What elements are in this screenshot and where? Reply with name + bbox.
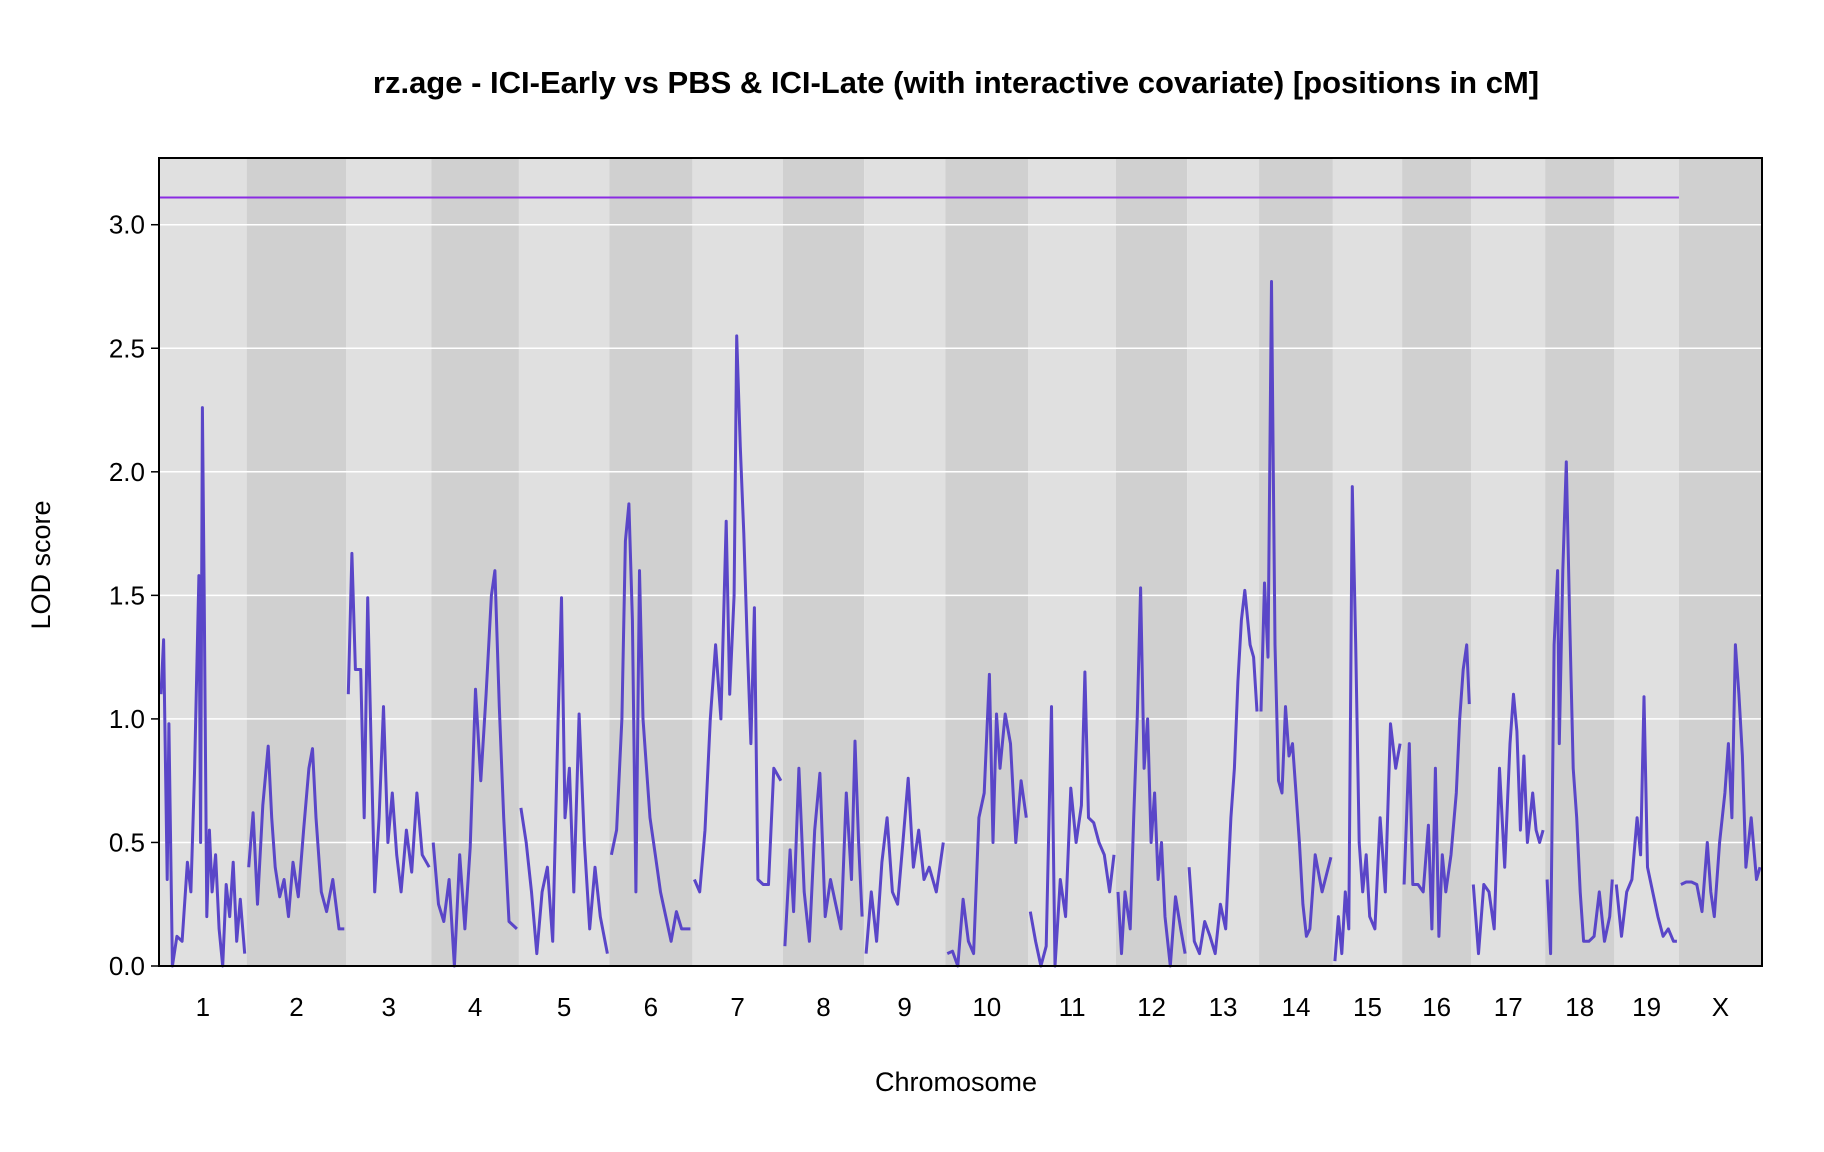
chromosome-band-17 [1471,158,1546,966]
x-tick-label-x: X [1712,992,1729,1022]
chromosome-band-11 [1028,158,1117,966]
x-tick-label-19: 19 [1632,992,1661,1022]
x-tick-label-4: 4 [468,992,482,1022]
x-tick-label-13: 13 [1209,992,1238,1022]
y-tick-label: 2.5 [109,333,145,363]
chromosome-band-7 [692,158,783,966]
lod-curve-chr17 [1471,692,1545,956]
x-tick-label-10: 10 [972,992,1001,1022]
x-tick-label-11: 11 [1059,992,1086,1022]
chart-title: rz.age - ICI-Early vs PBS & ICI-Late (wi… [373,65,1539,100]
x-tick-label-14: 14 [1281,992,1310,1022]
chromosome-band-13 [1187,158,1260,966]
x-tick-label-16: 16 [1422,992,1451,1022]
chromosome-band-15 [1332,158,1403,966]
x-tick-label-5: 5 [557,992,571,1022]
lod-curve-chr14 [1259,280,1333,938]
x-tick-label-17: 17 [1494,992,1523,1022]
chromosome-band-5 [518,158,610,966]
lod-curve-chr2 [247,744,345,931]
chromosome-bands [159,158,1762,966]
y-tick-label: 2.0 [109,457,145,487]
lod-curve-chr9 [864,776,945,954]
chromosome-band-12 [1116,158,1188,966]
lod-curve-chr7 [693,334,783,894]
lod-curve-chr18 [1545,460,1614,956]
lod-curve-chr3 [346,551,431,894]
x-tick-label-6: 6 [644,992,658,1022]
y-tick-label: 0.0 [109,951,145,981]
chromosome-band-10 [945,158,1029,966]
x-axis: 1 2 3 4 5 6 7 8 9 10 11 12 13 14 15 16 17 18 19 X [196,992,1730,1022]
y-axis-label: LOD score [26,500,56,629]
lod-curve-chr10 [946,672,1028,968]
lod-curve-chr8 [783,739,864,947]
x-tick-label-8: 8 [816,992,830,1022]
x-tick-label-15: 15 [1353,992,1382,1022]
plot-frame [158,157,1763,967]
x-tick-label-7: 7 [730,992,744,1022]
lod-curve-chr4 [431,569,518,968]
lod-curve-chr16 [1402,643,1471,938]
lod-curve-chr13 [1187,588,1259,956]
lod-curve-chr12 [1116,586,1187,968]
y-axis: 0.0 0.5 1.0 1.5 2.0 2.5 3.0 [109,210,159,981]
x-tick-label-1: 1 [196,992,210,1022]
x-tick-label-3: 3 [382,992,396,1022]
lod-curve-chr6 [609,502,691,943]
lod-curves [159,280,1762,968]
lod-curve-chr15 [1333,485,1402,962]
y-tick-label: 1.5 [109,580,145,610]
chromosome-band-18 [1545,158,1615,966]
lod-curve-chr1 [159,406,247,968]
lod-curve-chr5 [519,596,609,956]
lod-curve-chrx [1680,643,1762,919]
x-axis-label: Chromosome [875,1067,1037,1097]
chromosome-band-3 [346,158,432,966]
x-tick-label-12: 12 [1137,992,1166,1022]
y-tick-label: 3.0 [109,210,145,240]
chromosome-band-9 [864,158,946,966]
y-tick-label: 0.5 [109,827,145,857]
x-tick-label-18: 18 [1565,992,1594,1022]
chromosome-band-6 [609,158,693,966]
lod-curve-chr19 [1614,695,1677,943]
y-tick-label: 1.0 [109,704,145,734]
lod-curve-chr11 [1028,670,1116,968]
x-tick-label-2: 2 [289,992,303,1022]
chromosome-band-2 [246,158,347,966]
x-tick-label-9: 9 [897,992,911,1022]
